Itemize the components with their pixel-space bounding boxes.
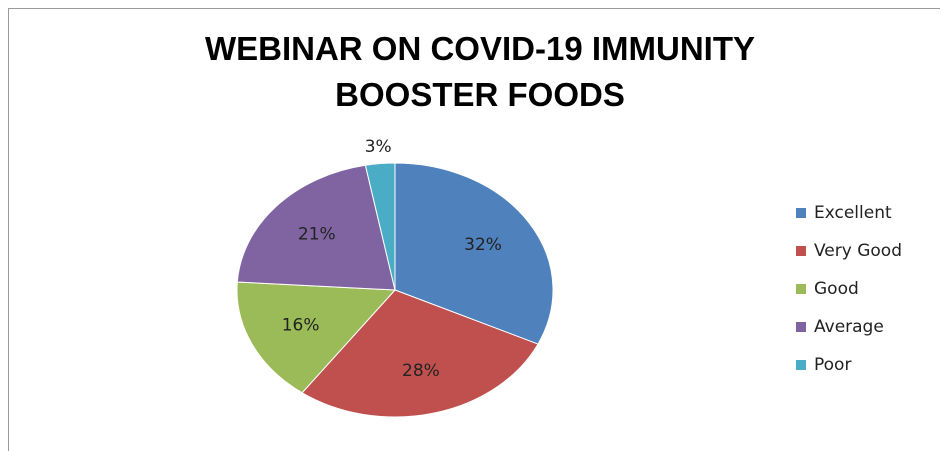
data-label: 21% [298,225,336,245]
legend-label: Very Good [814,241,902,261]
pie-slice [236,281,397,394]
legend-swatch [796,284,806,294]
legend-swatch [796,208,806,218]
legend-label: Poor [814,355,851,375]
data-label: 32% [464,235,502,255]
legend-label: Excellent [814,203,892,223]
pie-slice [364,162,396,291]
frame [8,8,940,451]
legend-swatch [796,322,806,332]
pie-slice [394,162,554,345]
pie-slice [236,164,396,291]
data-label: 3% [365,137,392,157]
legend-label: Average [814,317,884,337]
data-label: 28% [402,361,440,381]
chart-title: WEBINAR ON COVID-19 IMMUNITY BOOSTER FOO… [204,30,755,113]
legend-swatch [796,360,806,370]
data-label: 16% [282,316,320,336]
legend-swatch [796,246,806,256]
legend-label: Good [814,279,859,299]
pie-slice [301,289,539,418]
